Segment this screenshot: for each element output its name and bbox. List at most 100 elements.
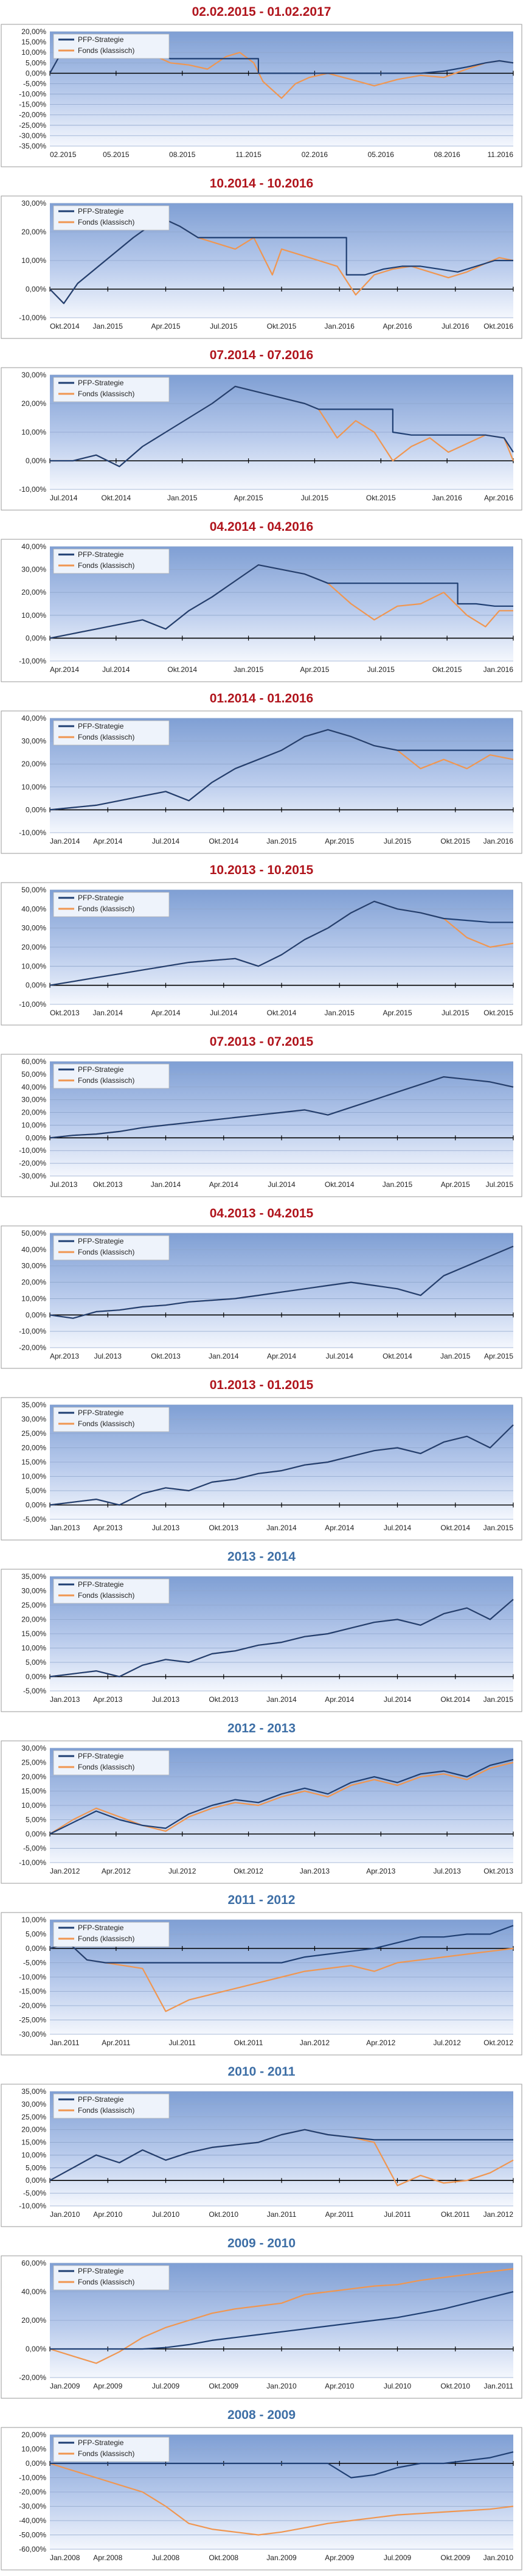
x-tick-label: Okt.2014 [440,1524,470,1532]
x-tick-label: Okt.2014 [267,1009,297,1017]
chart-panel: 30,00% 20,00% 10,00% 0,00% -10,00% Okt.2014 Ja… [1,195,522,339]
y-tick-label: -20,00% [19,2488,46,2496]
y-tick-label: 10,00% [21,1916,46,1924]
y-tick-label: -10,00% [19,1146,46,1155]
series-line-pfp-strategie [50,385,514,467]
chart-title: 04.2013 - 04.2015 [209,1206,314,1220]
legend-label: Fonds (klassisch) [78,905,134,913]
x-tick-label: Jul.2014 [210,1009,238,1017]
y-tick-label: 30,00% [21,1744,46,1752]
chart-panel: 60,00% 40,00% 20,00% 0,00% -20,00% Jan.2009 Ap… [1,2255,522,2399]
x-tick-label: Jul.2010 [152,2210,180,2219]
x-tick-label: 05.2015 [103,150,130,159]
x-tick-label: Okt.2014 [167,665,197,674]
x-tick-label: Jan.2012 [300,2039,330,2047]
x-tick-label: Jul.2010 [384,2382,412,2390]
x-tick-label: Okt.2013 [209,1524,238,1532]
x-tick-label: Apr.2009 [93,2382,122,2390]
x-tick-label: Apr.2010 [325,2382,354,2390]
y-tick-label: -30,00% [19,1172,46,1180]
x-tick-label: Apr.2016 [383,322,412,331]
legend-box [53,1922,170,1947]
x-tick-label: Jul.2016 [442,322,469,331]
x-tick-label: Okt.2014 [209,837,238,845]
y-tick-label: 0,00% [26,1673,46,1681]
x-tick-label: Jan.2015 [325,1009,355,1017]
legend-label: PFP-Strategie [78,379,124,387]
legend-label: Fonds (klassisch) [78,218,134,226]
x-tick-label: Jul.2012 [433,2039,461,2047]
chart-panel: 10,00% 5,00% 0,00% -5,00% -10,00% -15,00% -20,… [1,1912,522,2056]
chart-panel: 40,00% 30,00% 20,00% 10,00% 0,00% -10,00% Jan.… [1,710,522,854]
chart-title: 04.2014 - 04.2016 [209,520,314,534]
y-tick-label: 60,00% [21,1057,46,1066]
y-tick-label: 30,00% [21,737,46,746]
x-tick-label: Jul.2013 [152,1695,180,1704]
legend-label: PFP-Strategie [78,207,124,215]
y-tick-label: 35,00% [21,1572,46,1581]
y-tick-label: -10,00% [19,90,46,99]
legend-box [53,892,170,917]
y-tick-label: 20,00% [21,399,46,408]
y-tick-label: 20,00% [21,1615,46,1624]
legend-label: Fonds (klassisch) [78,2106,134,2115]
y-tick-label: 0,00% [26,1133,46,1142]
chart-title: 2012 - 2013 [227,1721,296,1735]
y-tick-label: 0,00% [26,805,46,814]
x-tick-label: Jul.2009 [384,2553,412,2562]
y-tick-label: 10,00% [21,1644,46,1653]
y-tick-label: 30,00% [21,1587,46,1595]
chart-title: 02.02.2015 - 01.02.2017 [192,5,331,19]
y-tick-label: 35,00% [21,2087,46,2096]
legend-label: PFP-Strategie [78,1580,124,1589]
x-tick-label: Okt.2015 [267,322,297,331]
x-tick-label: Jul.2015 [384,837,412,845]
x-tick-label: Jan.2016 [325,322,355,331]
chart-panel: 50,00% 40,00% 30,00% 20,00% 10,00% 0,00% -10,0… [1,882,522,1026]
x-tick-label: Apr.2013 [93,1695,122,1704]
x-tick-label: Okt.2015 [440,837,470,845]
x-tick-label: Okt.2012 [483,2039,513,2047]
y-tick-label: -30,00% [19,131,46,140]
chart-panel: 40,00% 30,00% 20,00% 10,00% 0,00% -10,00% Apr.… [1,539,522,682]
series-line-fonds-klassisch [49,1942,514,2012]
y-tick-label: -5,00% [23,1844,46,1853]
chart-panel: 35,00% 30,00% 25,00% 20,00% 15,00% 10,00% 5,00… [1,1397,522,1541]
y-tick-label: 50,00% [21,1229,46,1237]
x-tick-label: Apr.2014 [151,1009,180,1017]
y-tick-label: -20,00% [19,2001,46,2010]
x-tick-label: Jul.2015 [442,1009,469,1017]
x-tick-label: Jan.2015 [483,1695,514,1704]
y-tick-label: 10,00% [21,1472,46,1481]
x-tick-label: Okt.2009 [209,2382,238,2390]
x-tick-label: Jan.2009 [50,2382,80,2390]
x-tick-label: Jul.2014 [50,494,78,502]
x-tick-label: Apr.2015 [234,494,263,502]
y-tick-label: 20,00% [21,2431,46,2439]
y-tick-label: 30,00% [21,2100,46,2109]
series-line-pfp-strategie [50,2291,514,2350]
x-tick-label: Okt.2015 [483,1009,513,1017]
y-tick-label: 0,00% [26,457,46,465]
legend-box [53,205,170,231]
chart-panel: 50,00% 40,00% 30,00% 20,00% 10,00% 0,00% -10,0… [1,1225,522,1369]
legend-label: PFP-Strategie [78,1065,124,1074]
y-tick-label: -20,00% [19,2373,46,2382]
x-tick-label: Jan.2015 [266,837,297,845]
chart-title: 2013 - 2014 [227,1550,296,1564]
y-tick-label: 40,00% [21,2287,46,2296]
y-tick-label: 20,00% [21,1444,46,1452]
x-tick-label: Apr.2013 [93,1524,122,1532]
chart-title: 2010 - 2011 [227,2065,296,2079]
x-tick-label: 11.2015 [235,150,262,159]
legend-label: Fonds (klassisch) [78,46,134,55]
x-tick-label: Jan.2012 [483,2210,514,2219]
x-tick-label: Jul.2015 [210,322,238,331]
y-tick-label: -5,00% [23,1687,46,1695]
x-tick-label: Jan.2015 [93,322,123,331]
y-tick-label: 10,00% [21,2445,46,2454]
y-tick-label: -20,00% [19,111,46,119]
y-tick-label: 10,00% [21,48,46,57]
x-tick-label: Jul.2014 [384,1695,412,1704]
y-tick-label: 5,00% [26,1486,46,1495]
